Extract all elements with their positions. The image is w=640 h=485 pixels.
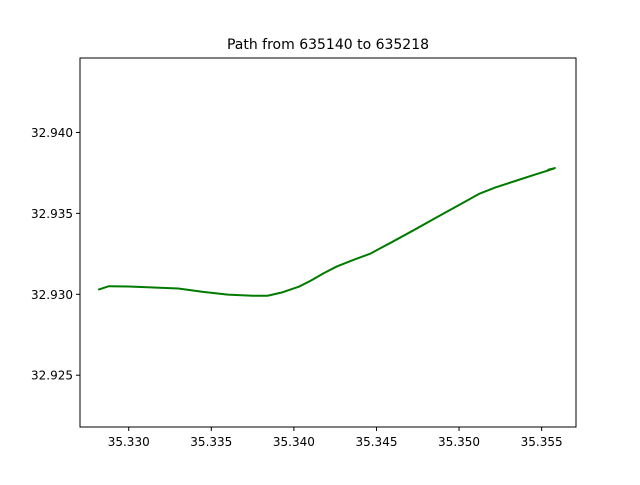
- x-tick-label: 35.345: [355, 435, 397, 449]
- y-tick-label: 32.940: [31, 126, 73, 140]
- y-axis: 32.925 32.930 32.935 32.940: [31, 126, 80, 383]
- x-tick-label: 35.340: [273, 435, 315, 449]
- x-tick-label: 35.335: [190, 435, 232, 449]
- path-line-series-0: [97, 167, 556, 297]
- axes-frame: [79, 57, 577, 428]
- plot-area: [97, 167, 556, 297]
- x-tick-label: 35.355: [521, 435, 563, 449]
- x-tick-label: 35.330: [108, 435, 150, 449]
- y-tick-label: 32.935: [31, 207, 73, 221]
- chart-title: Path from 635140 to 635218: [227, 37, 429, 53]
- x-tick-label: 35.350: [438, 435, 480, 449]
- x-axis: 35.330 35.335 35.340 35.345 35.350 35.355: [108, 427, 563, 449]
- y-tick-label: 32.925: [31, 369, 73, 383]
- y-tick-label: 32.930: [31, 288, 73, 302]
